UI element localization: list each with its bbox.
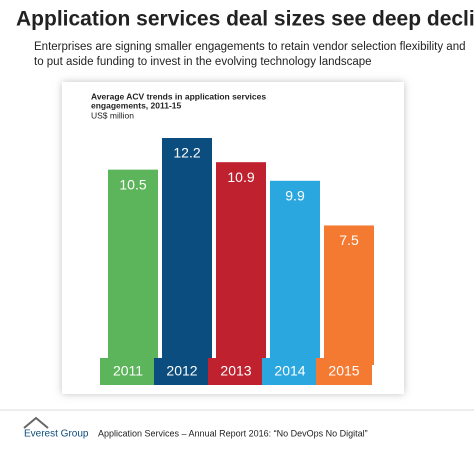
year-box xyxy=(262,358,318,385)
year-box xyxy=(316,358,372,385)
year-box xyxy=(100,358,156,385)
chart-title: engagements, 2011-15 xyxy=(91,100,182,110)
year-box xyxy=(154,358,210,385)
value-label: 7.5 xyxy=(339,232,359,248)
value-label: 10.9 xyxy=(227,169,254,185)
y-label: US$ million xyxy=(91,110,134,120)
year-box xyxy=(208,358,264,385)
x-tick-label: 2014 xyxy=(274,363,305,379)
bar xyxy=(108,169,158,365)
subtitle: Enterprises are signing smaller engageme… xyxy=(34,41,465,53)
bar xyxy=(270,180,320,365)
bar xyxy=(162,138,212,365)
headline: Application services deal sizes see deep… xyxy=(16,8,474,31)
logo-mark xyxy=(23,416,49,429)
subtitle: to put aside funding to invest in the ev… xyxy=(34,56,372,68)
x-tick-label: 2015 xyxy=(328,363,359,379)
value-label: 12.2 xyxy=(173,145,200,161)
bar xyxy=(324,225,374,365)
x-tick-label: 2011 xyxy=(113,363,143,379)
logo: Everest Group xyxy=(24,429,89,440)
source: Application Services – Annual Report 201… xyxy=(98,428,368,438)
chart-title: Average ACV trends in application servic… xyxy=(91,91,266,101)
value-label: 9.9 xyxy=(285,187,305,203)
bar xyxy=(216,162,266,365)
x-tick-label: 2012 xyxy=(166,363,197,379)
value-label: 10.5 xyxy=(119,176,146,192)
x-tick-label: 2013 xyxy=(220,363,251,379)
